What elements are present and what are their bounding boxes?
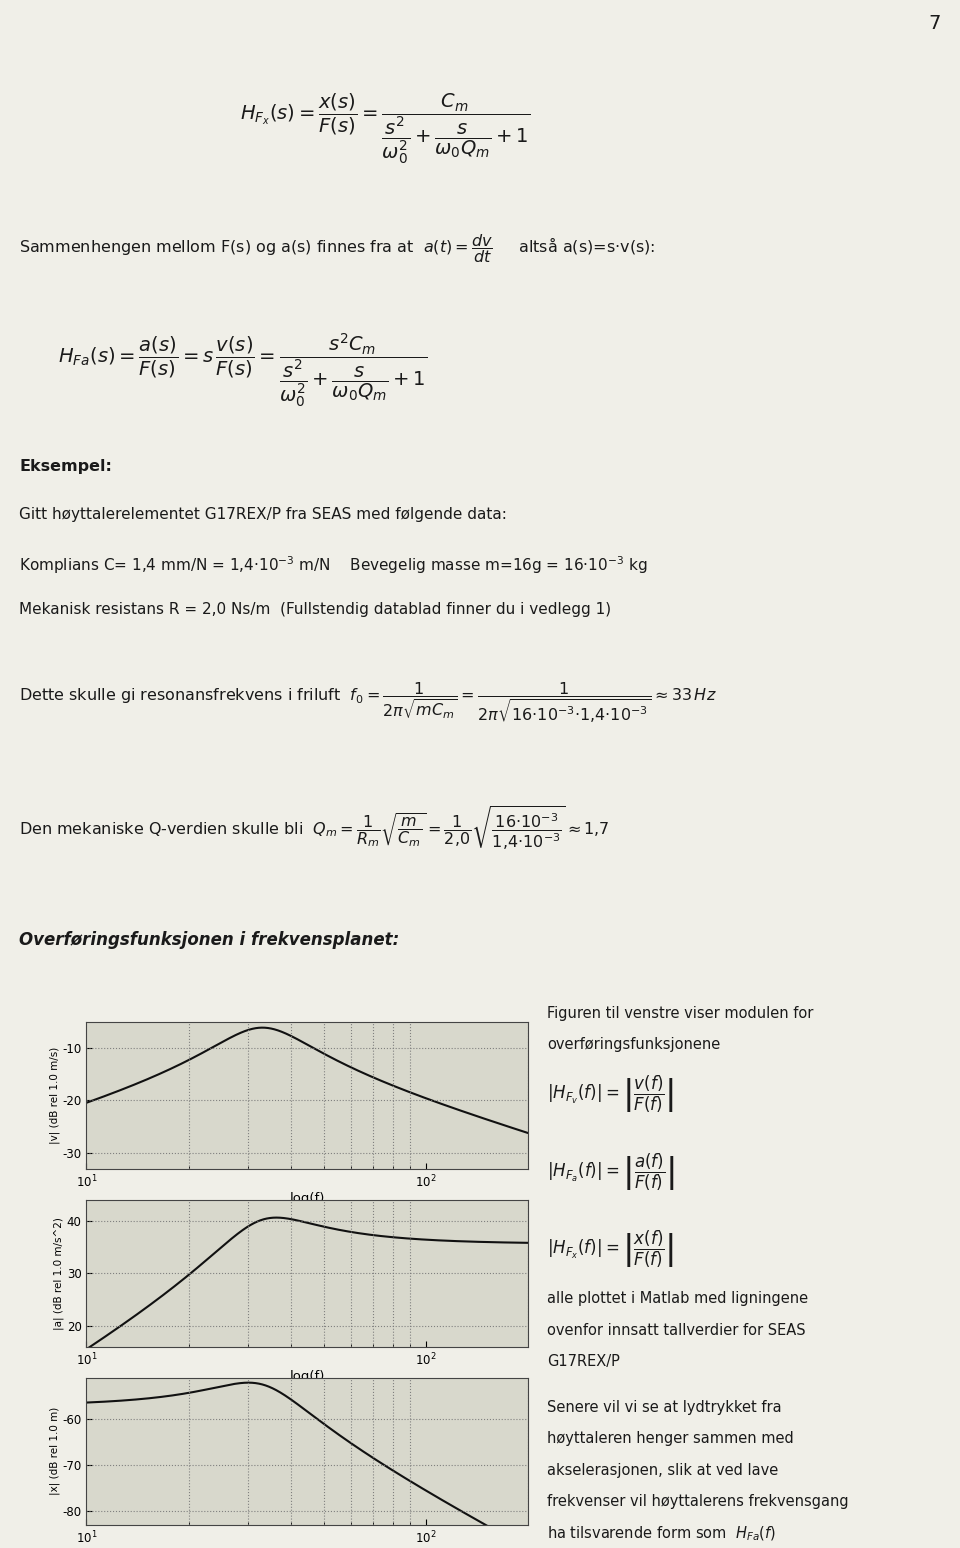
Text: Overføringsfunksjonen i frekvensplanet:: Overføringsfunksjonen i frekvensplanet:	[19, 930, 399, 949]
Text: akselerasjonen, slik at ved lave: akselerasjonen, slik at ved lave	[547, 1463, 779, 1477]
Text: G17REX/P: G17REX/P	[547, 1353, 620, 1368]
Text: Den mekaniske Q-verdien skulle bli  $Q_m = \dfrac{1}{R_m}\sqrt{\dfrac{m}{C_m}} =: Den mekaniske Q-verdien skulle bli $Q_m …	[19, 805, 610, 851]
Text: $|H_{F_a}(f)| = \left|\dfrac{a(f)}{F(f)}\right|$: $|H_{F_a}(f)| = \left|\dfrac{a(f)}{F(f)}…	[547, 1152, 675, 1192]
Y-axis label: |a| (dB rel 1.0 m/s^2): |a| (dB rel 1.0 m/s^2)	[54, 1217, 64, 1330]
Text: Gitt høyttalerelementet G17REX/P fra SEAS med følgende data:: Gitt høyttalerelementet G17REX/P fra SEA…	[19, 506, 507, 522]
Text: $|H_{F_v}(f)| = \left|\dfrac{v(f)}{F(f)}\right|$: $|H_{F_v}(f)| = \left|\dfrac{v(f)}{F(f)}…	[547, 1074, 674, 1115]
X-axis label: log(f): log(f)	[290, 1370, 324, 1382]
Text: Eksempel:: Eksempel:	[19, 458, 112, 474]
Text: overføringsfunksjonene: overføringsfunksjonene	[547, 1037, 720, 1053]
Text: 7: 7	[928, 14, 941, 33]
Text: høyttaleren henger sammen med: høyttaleren henger sammen med	[547, 1432, 794, 1446]
Text: Figuren til venstre viser modulen for: Figuren til venstre viser modulen for	[547, 1006, 813, 1022]
X-axis label: log(f): log(f)	[290, 1192, 324, 1204]
Text: $H_{F_x}(s) = \dfrac{x(s)}{F(s)} = \dfrac{C_m}{\dfrac{s^2}{\omega_0^2}+\dfrac{s}: $H_{F_x}(s) = \dfrac{x(s)}{F(s)} = \dfra…	[240, 91, 530, 166]
Y-axis label: |v| (dB rel 1.0 m/s): |v| (dB rel 1.0 m/s)	[49, 1046, 60, 1144]
Text: frekvenser vil høyttalerens frekvensgang: frekvenser vil høyttalerens frekvensgang	[547, 1494, 849, 1509]
Text: $|H_{F_x}(f)| = \left|\dfrac{x(f)}{F(f)}\right|$: $|H_{F_x}(f)| = \left|\dfrac{x(f)}{F(f)}…	[547, 1229, 674, 1271]
Y-axis label: |x| (dB rel 1.0 m): |x| (dB rel 1.0 m)	[49, 1407, 60, 1495]
Text: alle plottet i Matlab med ligningene: alle plottet i Matlab med ligningene	[547, 1291, 808, 1307]
Text: Komplians C= 1,4 mm/N = 1,4·10$^{-3}$ m/N    Bevegelig masse m=16g = 16·10$^{-3}: Komplians C= 1,4 mm/N = 1,4·10$^{-3}$ m/…	[19, 554, 648, 576]
Text: Dette skulle gi resonansfrekvens i friluft  $f_0 = \dfrac{1}{2\pi\sqrt{mC_m}} = : Dette skulle gi resonansfrekvens i frilu…	[19, 681, 717, 724]
Text: $H_{Fa}(s) = \dfrac{a(s)}{F(s)} = s\,\dfrac{v(s)}{F(s)} = \dfrac{s^2 C_m}{\dfrac: $H_{Fa}(s) = \dfrac{a(s)}{F(s)} = s\,\df…	[58, 331, 427, 409]
Text: Senere vil vi se at lydtrykket fra: Senere vil vi se at lydtrykket fra	[547, 1401, 781, 1415]
Text: ha tilsvarende form som  $H_{Fa}(f)$: ha tilsvarende form som $H_{Fa}(f)$	[547, 1525, 777, 1543]
Text: Mekanisk resistans R = 2,0 Ns/m  (Fullstendig datablad finner du i vedlegg 1): Mekanisk resistans R = 2,0 Ns/m (Fullste…	[19, 602, 612, 616]
Text: Sammenhengen mellom F(s) og a(s) finnes fra at  $a(t) = \dfrac{dv}{dt}$     alts: Sammenhengen mellom F(s) og a(s) finnes …	[19, 232, 656, 265]
Text: ovenfor innsatt tallverdier for SEAS: ovenfor innsatt tallverdier for SEAS	[547, 1322, 805, 1337]
